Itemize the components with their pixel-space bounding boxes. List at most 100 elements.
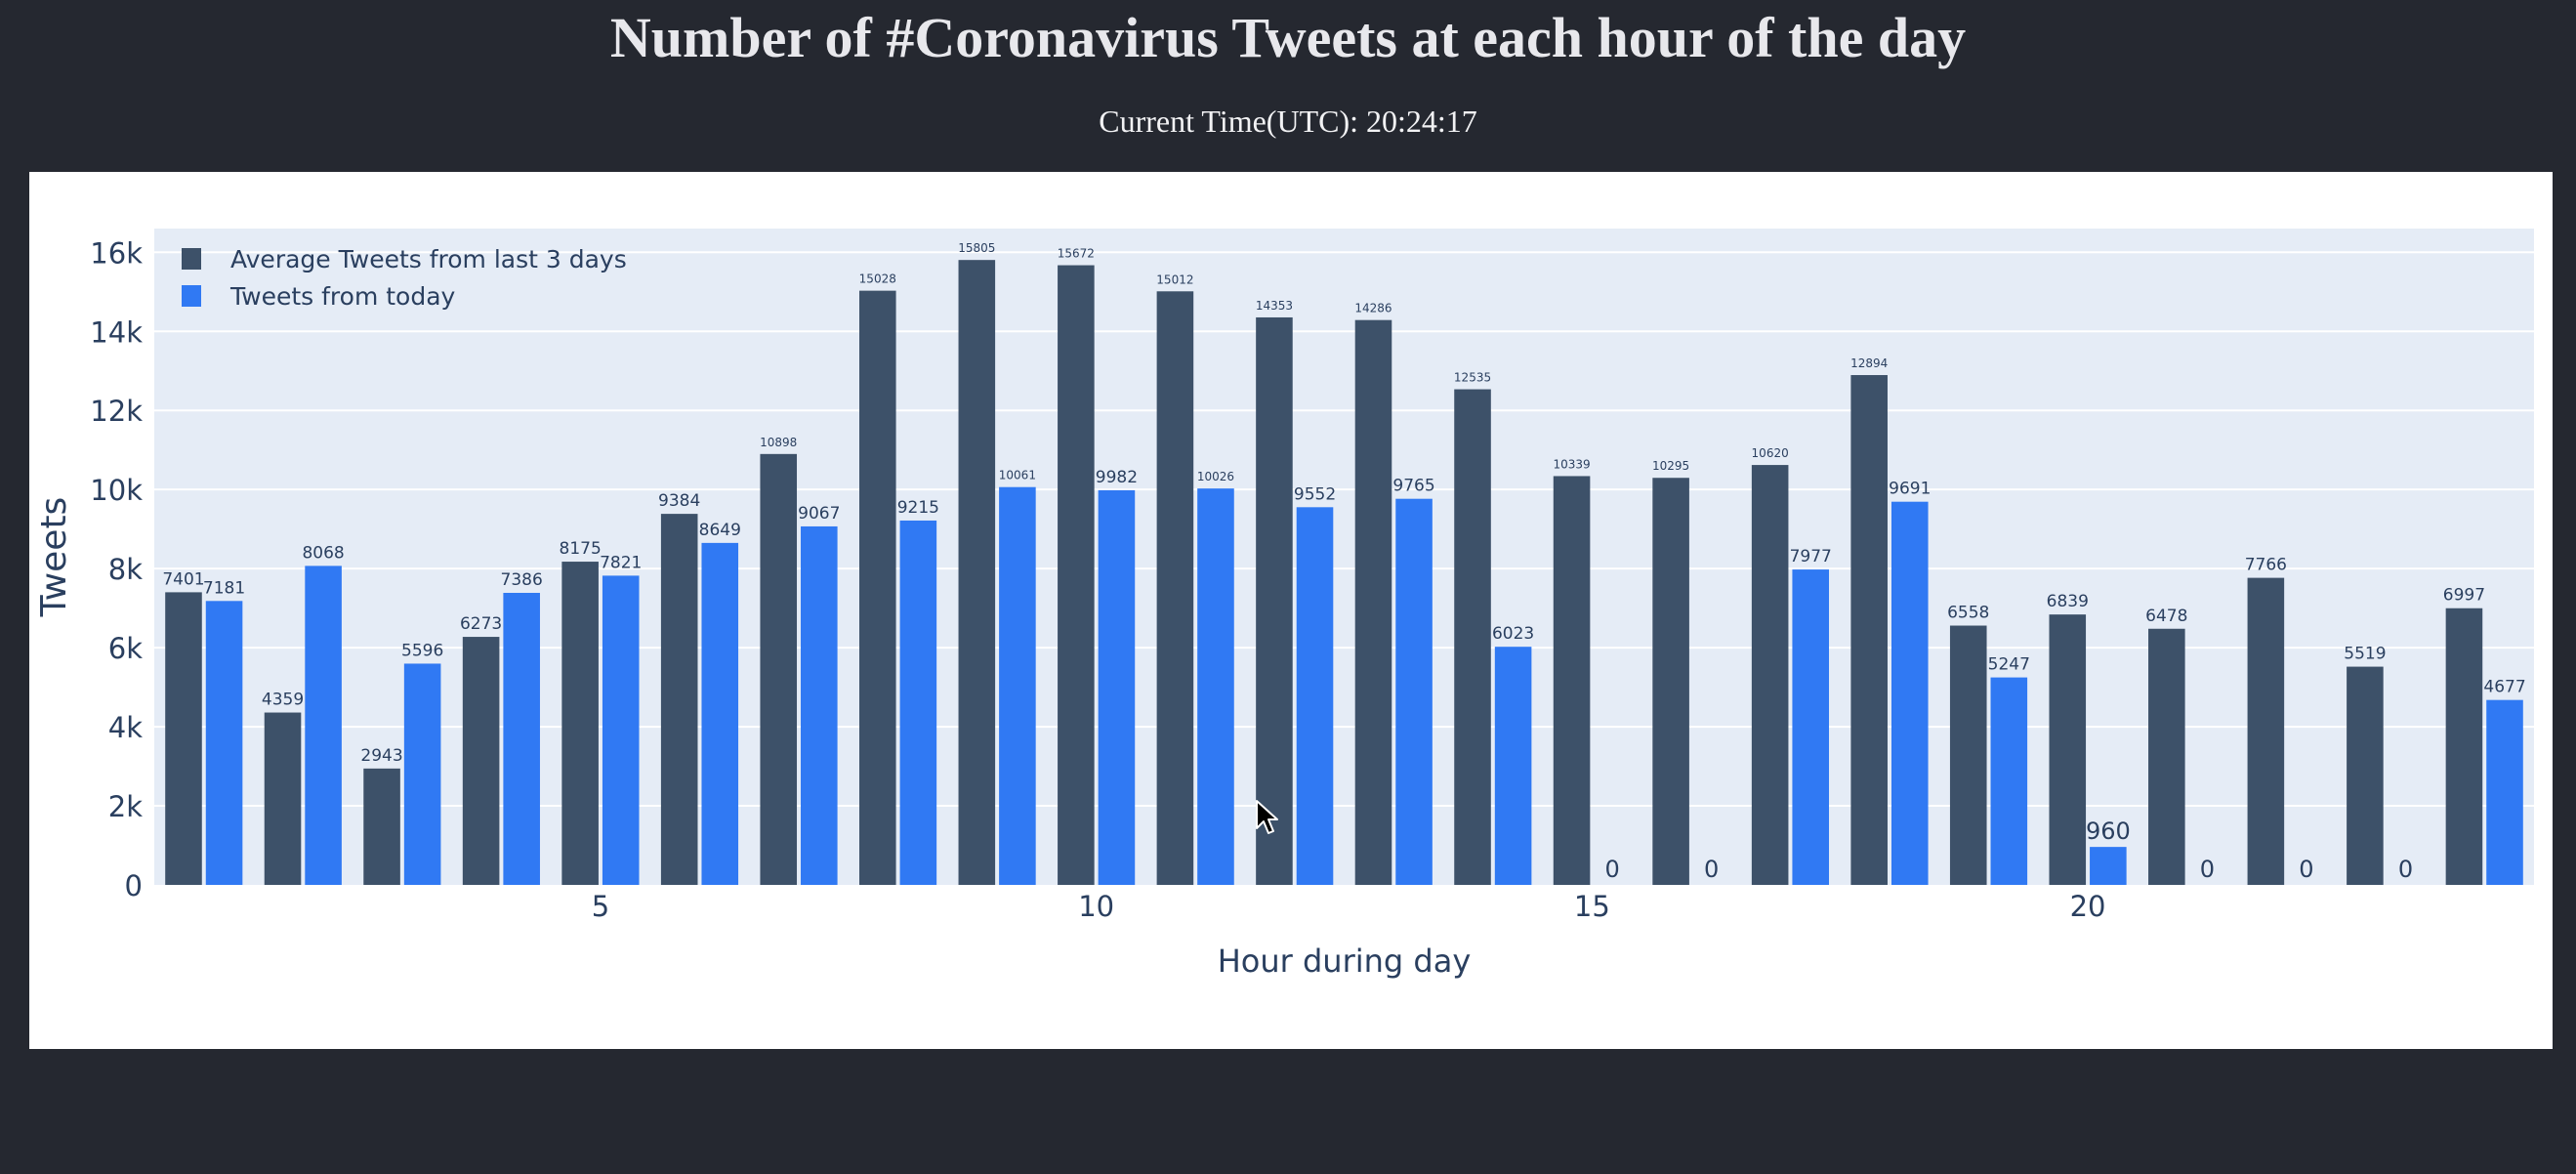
bar[interactable] <box>2090 847 2127 885</box>
bar[interactable] <box>1494 647 1532 885</box>
legend-item-today[interactable]: Tweets from today <box>182 282 456 311</box>
chart-card: 7401 4359 2943 6273 8175 9384 10898 15028 15805 1… <box>29 172 2553 1049</box>
bar[interactable] <box>1454 389 1491 885</box>
bar[interactable] <box>1098 489 1136 885</box>
bar[interactable] <box>1792 569 1830 885</box>
bar-value-label: 6273 <box>460 614 502 634</box>
bar[interactable] <box>363 768 400 885</box>
bar-value-label: 2943 <box>360 746 402 766</box>
bar[interactable] <box>1296 507 1334 885</box>
bar[interactable] <box>760 453 798 885</box>
current-time-value: 20:24:17 <box>1366 104 1477 139</box>
bar-value-label: 0 <box>2398 856 2413 883</box>
bar[interactable] <box>1156 291 1194 886</box>
y-tick-label: 16k <box>90 236 143 270</box>
mouse-cursor-icon <box>1256 800 1278 834</box>
bar-value-label: 5519 <box>2344 645 2386 664</box>
bar[interactable] <box>1850 375 1888 886</box>
tweets-bar-chart: 7401 4359 2943 6273 8175 9384 10898 15028 15805 1… <box>34 229 2534 980</box>
bar[interactable] <box>1256 316 1293 885</box>
bar[interactable] <box>403 663 441 885</box>
bar-value-label: 12894 <box>1850 356 1888 370</box>
bar[interactable] <box>2148 628 2185 885</box>
bar-value-label: 10026 <box>1197 470 1234 483</box>
bar[interactable] <box>899 520 937 885</box>
bar[interactable] <box>305 566 342 885</box>
legend-label-today: Tweets from today <box>229 282 456 311</box>
bar-value-label: 9982 <box>1096 468 1138 487</box>
bar-value-label: 7401 <box>162 569 204 589</box>
bar-value-label: 5596 <box>401 641 443 660</box>
bar[interactable] <box>1652 478 1689 885</box>
legend-swatch-today <box>182 285 201 307</box>
legend[interactable]: Average Tweets from last 3 days Tweets f… <box>182 245 627 311</box>
y-tick-label: 12k <box>90 395 143 428</box>
bar-value-label: 4359 <box>262 691 304 710</box>
bar[interactable] <box>561 562 599 885</box>
bar[interactable] <box>1751 465 1789 885</box>
bar[interactable] <box>1990 677 2028 885</box>
bar-value-label: 7386 <box>501 570 543 590</box>
bar-value-label: 960 <box>2086 818 2131 845</box>
bar[interactable] <box>2445 608 2483 885</box>
bar[interactable] <box>165 592 202 885</box>
x-tick-label: 15 <box>1574 890 1610 923</box>
bar[interactable] <box>503 593 540 885</box>
y-tick-label: 0 <box>125 869 143 902</box>
bar-labels: 7401 4359 2943 6273 8175 9384 10898 15028 15805 1… <box>162 241 2525 883</box>
bar-value-label: 0 <box>1704 856 1719 883</box>
bar-value-label: 12535 <box>1454 371 1491 385</box>
bar-value-label: 6478 <box>2145 607 2187 626</box>
bar-value-label: 9384 <box>658 491 700 511</box>
bar[interactable] <box>999 486 1036 885</box>
bar[interactable] <box>2347 666 2384 885</box>
bar[interactable] <box>2486 699 2523 885</box>
bar-value-label: 10295 <box>1652 459 1689 473</box>
bar-value-label: 14353 <box>1256 299 1293 313</box>
bar[interactable] <box>602 575 640 885</box>
bar[interactable] <box>1354 319 1392 885</box>
bar-value-label: 15028 <box>859 273 896 286</box>
bar-value-label: 15012 <box>1156 273 1193 286</box>
bar-value-label: 14286 <box>1354 302 1392 315</box>
x-tick-label: 10 <box>1078 890 1114 923</box>
bar[interactable] <box>462 637 500 885</box>
bar-value-label: 6558 <box>1947 604 1989 623</box>
page-title: Number of #Coronavirus Tweets at each ho… <box>609 6 1967 69</box>
y-tick-label: 10k <box>90 474 143 507</box>
bar[interactable] <box>264 712 302 885</box>
bar[interactable] <box>958 260 996 886</box>
bar-value-label: 5247 <box>1988 655 2030 675</box>
bar-value-label: 15805 <box>958 241 995 255</box>
bar-value-label: 10620 <box>1752 446 1789 460</box>
bar-value-label: 7181 <box>203 578 245 598</box>
bar-value-label: 6023 <box>1492 624 1534 644</box>
bar[interactable] <box>1890 501 1929 885</box>
bar[interactable] <box>2247 577 2285 885</box>
bar-value-label: 8068 <box>302 543 344 563</box>
bar[interactable] <box>660 514 698 885</box>
bar[interactable] <box>1395 498 1433 885</box>
bar-value-label: 9765 <box>1392 477 1434 496</box>
y-tick-label: 6k <box>108 632 143 665</box>
bar[interactable] <box>2049 614 2087 885</box>
bar[interactable] <box>1058 265 1095 885</box>
bar[interactable] <box>205 601 243 885</box>
y-tick-label: 8k <box>108 553 143 586</box>
bar[interactable] <box>801 525 838 885</box>
legend-item-average[interactable]: Average Tweets from last 3 days <box>182 245 627 273</box>
bar[interactable] <box>1197 488 1234 885</box>
x-tick-label: 5 <box>592 890 609 923</box>
bar[interactable] <box>701 542 739 885</box>
bar-value-label: 9067 <box>798 504 840 524</box>
bar-value-label: 0 <box>2200 856 2215 883</box>
bar[interactable] <box>858 290 896 885</box>
legend-swatch-average <box>182 248 201 270</box>
bar[interactable] <box>1949 625 1987 885</box>
current-time-text: Current Time(UTC): 20:24:17 <box>0 100 2576 143</box>
bar-value-label: 9215 <box>897 498 939 518</box>
bar-value-label: 6839 <box>2047 592 2089 611</box>
bar-value-label: 9552 <box>1294 484 1336 504</box>
bar[interactable] <box>1553 476 1591 885</box>
x-axis-title: Hour during day <box>1218 943 1472 980</box>
